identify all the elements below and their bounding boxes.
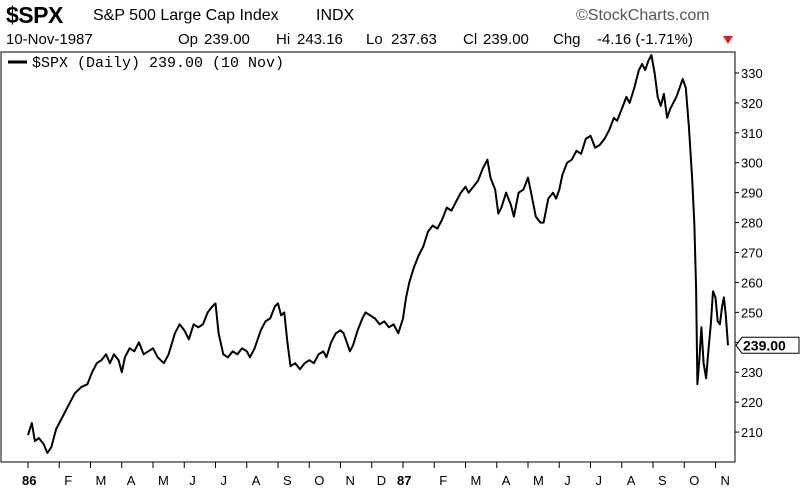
y-tick-label: 300 [741, 156, 763, 171]
plot-frame [0, 51, 736, 463]
x-tick-label: S [283, 473, 292, 488]
y-tick-label: 260 [741, 275, 763, 290]
y-tick-label: 280 [741, 216, 763, 231]
y-tick-label: 230 [741, 365, 763, 380]
low-label: Lo [366, 31, 383, 48]
quote-date: 10-Nov-1987 [6, 31, 93, 48]
x-tick-label: D [377, 473, 386, 488]
high-label: Hi [276, 31, 291, 48]
brand-watermark: ©StockCharts.com [576, 7, 710, 24]
x-tick-label: M [96, 473, 107, 488]
close-label: Cl [463, 31, 478, 48]
last-value-label: 239.00 [743, 337, 786, 353]
x-tick-label: M [158, 473, 169, 488]
x-tick-label: A [252, 473, 261, 488]
y-tick-label: 330 [741, 66, 763, 81]
y-tick-label: 310 [741, 126, 763, 141]
change-label: Chg [553, 31, 581, 48]
x-tick-label: J [221, 473, 228, 488]
high-value: 243.16 [297, 31, 343, 48]
spx-price-line [27, 54, 729, 454]
x-tick-label: N [346, 473, 355, 488]
x-tick-label: A [627, 473, 636, 488]
x-tick-label: A [502, 473, 511, 488]
x-tick-label: 86 [22, 473, 36, 488]
x-tick-label: F [439, 473, 447, 488]
x-tick-label: O [314, 473, 324, 488]
x-tick-label: A [127, 473, 136, 488]
x-tick-label: M [533, 473, 544, 488]
y-tick-label: 290 [741, 186, 763, 201]
x-tick-label: S [658, 473, 667, 488]
index-name: S&P 500 Large Cap Index [93, 7, 279, 24]
x-tick-label: J [564, 473, 571, 488]
chart-header: $SPX S&P 500 Large Cap Index INDX ©Stock… [0, 0, 800, 52]
change-value: -4.16 (-1.71%) [597, 31, 693, 48]
change-down-triangle-icon [723, 36, 733, 44]
y-tick-label: 250 [741, 305, 763, 320]
x-tick-label: O [689, 473, 699, 488]
y-tick-label: 210 [741, 425, 763, 440]
open-label: Op [178, 31, 199, 48]
x-tick-label: M [471, 473, 482, 488]
x-tick-label: F [64, 473, 72, 488]
low-value: 237.63 [391, 31, 437, 48]
exchange: INDX [316, 7, 355, 24]
y-tick-label: 270 [741, 246, 763, 261]
x-tick-label: N [721, 473, 730, 488]
y-tick-label: 220 [741, 395, 763, 410]
x-tick-label: 87 [397, 473, 411, 488]
close-value: 239.00 [483, 31, 529, 48]
x-tick-label: J [189, 473, 196, 488]
symbol: $SPX [6, 2, 63, 28]
x-tick-label: J [596, 473, 603, 488]
legend-label: $SPX (Daily) 239.00 (10 Nov) [32, 55, 284, 72]
open-value: 239.00 [204, 31, 250, 48]
y-tick-label: 320 [741, 96, 763, 111]
last-value-tag [735, 336, 800, 354]
